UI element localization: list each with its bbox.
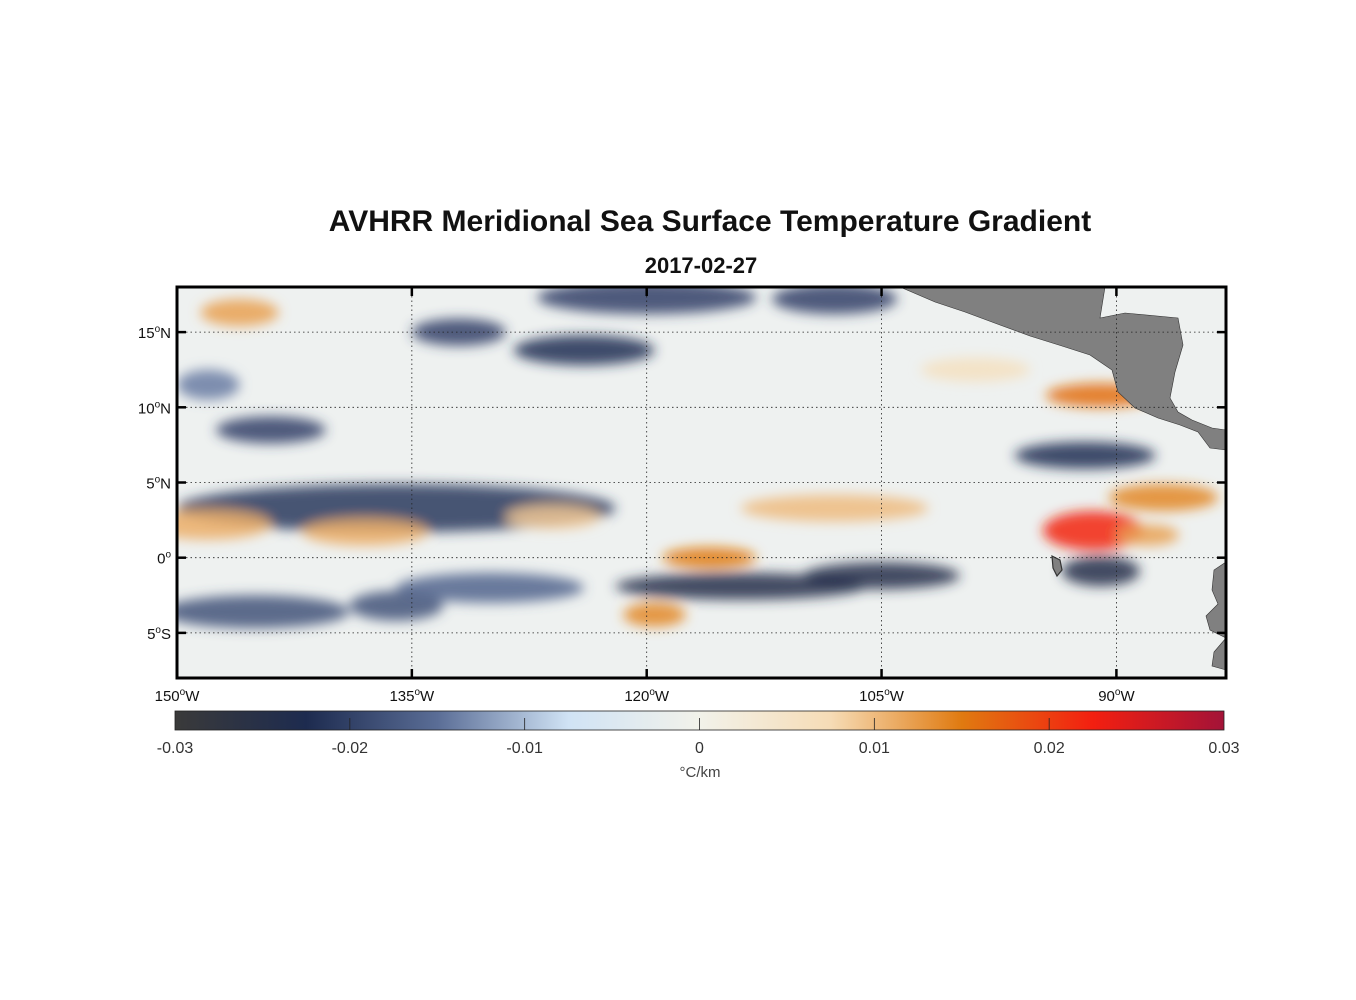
negative-gradient-band: [772, 287, 898, 314]
positive-gradient-band: [302, 518, 428, 546]
positive-gradient-band: [505, 505, 600, 530]
positive-gradient-band: [920, 357, 1031, 382]
colorbar: [174, 710, 1225, 731]
positive-gradient-band: [1042, 510, 1143, 551]
positive-gradient-band: [177, 509, 271, 540]
positive-gradient-band: [200, 299, 279, 327]
lon-label: 135oW: [389, 687, 435, 705]
colorbar-tick-label: 0.02: [1033, 740, 1065, 757]
lon-label: 90oW: [1098, 687, 1135, 705]
axis-ticks: [175, 287, 1226, 678]
lat-label: 5oS: [147, 625, 171, 643]
lon-label: 105oW: [859, 687, 905, 705]
longitude-labels: 150oW 135oW 120oW 105oW 90oW: [155, 687, 1136, 705]
negative-gradient-band: [177, 595, 350, 629]
negative-gradient-band: [216, 416, 326, 444]
colorbar-tick-label: -0.02: [331, 740, 369, 757]
negative-gradient-band: [615, 572, 866, 600]
graticule: [177, 287, 1226, 678]
negative-gradient-band: [411, 318, 506, 346]
gradient-features: [177, 287, 1219, 629]
galapagos-islands: [1051, 554, 1063, 578]
negative-gradient-band: [1014, 441, 1156, 469]
latitude-labels: 15oN 10oN 5oN 0o 5oS: [138, 324, 172, 643]
negative-gradient-band: [349, 590, 444, 621]
lat-label: 5oN: [146, 475, 171, 493]
land-central-america: [899, 287, 1226, 671]
colorbar-tick-label: -0.01: [506, 740, 543, 757]
positive-gradient-band: [740, 494, 929, 522]
positive-gradient-band: [623, 602, 686, 627]
negative-gradient-band: [1061, 556, 1140, 587]
chart-date: 2017-02-27: [644, 253, 758, 278]
negative-gradient-band: [537, 287, 757, 314]
map-area: [177, 287, 1226, 678]
colorbar-tick-label: -0.03: [156, 740, 194, 757]
negative-gradient-band: [177, 369, 240, 400]
colorbar-ticks: [349, 718, 1050, 730]
chart-title: AVHRR Meridional Sea Surface Temperature…: [328, 205, 1092, 238]
lat-label: 10oN: [138, 399, 171, 417]
lat-label: 15oN: [138, 324, 171, 342]
colorbar-tick-label: 0.01: [858, 740, 890, 757]
negative-gradient-band: [177, 484, 616, 533]
negative-gradient-band: [396, 572, 584, 603]
positive-gradient-band: [1116, 524, 1179, 546]
colorbar-tick-label: 0: [695, 740, 704, 757]
lon-label: 120oW: [624, 687, 670, 705]
land-mass-north: [899, 287, 1226, 451]
lon-label: 150oW: [155, 687, 201, 705]
colorbar-unit: °C/km: [679, 764, 721, 781]
lat-label: 0o: [157, 550, 171, 568]
positive-gradient-band: [1108, 484, 1219, 511]
negative-gradient-band: [513, 335, 655, 366]
colorbar-tick-label: 0.03: [1208, 740, 1240, 757]
land-mass-south: [1205, 561, 1226, 671]
